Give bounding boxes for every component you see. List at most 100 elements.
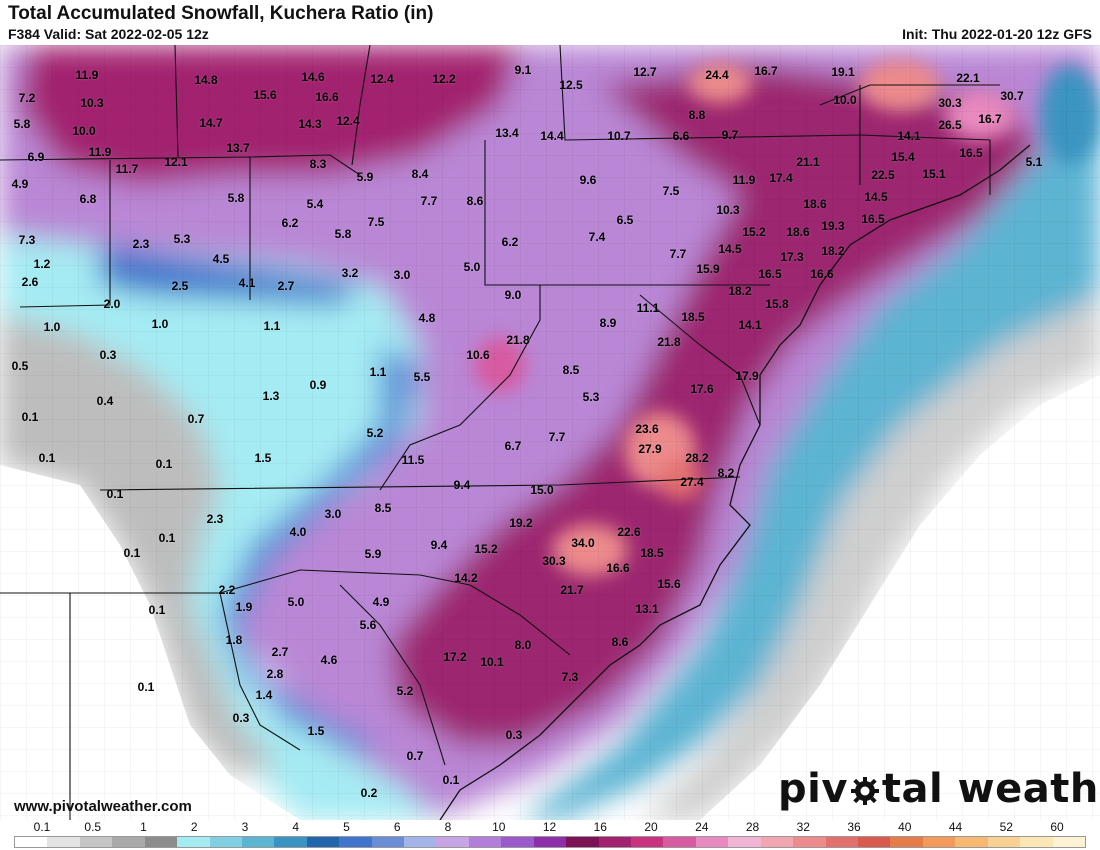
snowfall-value-label: 5.8 [13, 117, 31, 131]
snowfall-value-label: 0.3 [232, 711, 250, 725]
snowfall-value-label: 2.8 [266, 667, 284, 681]
state-borders [0, 45, 1000, 820]
snowfall-value-label: 16.6 [810, 267, 834, 281]
legend-swatch [371, 837, 405, 847]
snowfall-value-label: 8.5 [374, 501, 392, 515]
snowfall-value-label: 22.5 [871, 168, 895, 182]
snowfall-value-label: 7.3 [561, 670, 579, 684]
snowfall-value-label: 0.7 [406, 749, 424, 763]
snowfall-value-label: 8.6 [466, 194, 484, 208]
snowfall-value-label: 15.8 [765, 297, 789, 311]
snowfall-value-label: 10.3 [716, 203, 740, 217]
snowfall-value-label: 9.6 [579, 173, 597, 187]
snowfall-value-label: 7.5 [662, 184, 680, 198]
legend-swatch [566, 837, 599, 847]
legend-tick-label: 5 [343, 820, 350, 834]
brand-prefix: piv [778, 766, 848, 812]
legend-swatch [15, 837, 48, 847]
snowfall-value-label: 18.6 [803, 197, 827, 211]
legend-color-bar [14, 836, 1086, 848]
snowfall-value-label: 15.4 [891, 150, 915, 164]
legend-swatch [241, 837, 275, 847]
snowfall-value-label: 0.1 [21, 410, 39, 424]
legend-swatch [501, 837, 534, 847]
snowfall-value-label: 11.9 [732, 173, 756, 187]
snowfall-value-label: 4.9 [372, 595, 390, 609]
snowfall-value-label: 12.5 [559, 78, 583, 92]
legend-swatch [663, 837, 696, 847]
legend-tick-label: 60 [1050, 820, 1064, 834]
legend-tick-label: 4 [292, 820, 300, 834]
snowfall-value-label: 0.1 [158, 531, 176, 545]
snowfall-value-label: 14.5 [864, 190, 888, 204]
snowfall-value-label: 7.7 [669, 247, 687, 261]
coastline [439, 144, 1031, 820]
snowfall-value-label: 11.1 [636, 301, 660, 315]
county-grid [0, 45, 1100, 820]
snowfall-value-label: 0.4 [96, 394, 114, 408]
snowfall-value-label: 5.8 [227, 191, 245, 205]
legend-tick-label: 44 [948, 820, 963, 834]
map-title: Total Accumulated Snowfall, Kuchera Rati… [8, 3, 434, 24]
snowfall-map[interactable]: 11.9 14.8 14.6 12.4 12.2 9.1 12.7 24.4 16.7 19.1 2… [0, 45, 1100, 820]
legend-tick-label: 16 [593, 820, 607, 834]
snowfall-value-label: 14.4 [540, 129, 564, 143]
snowfall-value-label: 17.9 [735, 369, 759, 383]
legend-swatch [177, 837, 210, 847]
snowfall-value-label: 21.8 [506, 333, 530, 347]
snowfall-value-label: 22.1 [956, 71, 980, 85]
snowfall-value-label: 10.7 [607, 129, 631, 143]
snowfall-value-label: 5.5 [413, 370, 431, 384]
snowfall-value-label: 7.4 [588, 230, 606, 244]
snowfall-value-label: 11.7 [115, 162, 139, 176]
legend-swatch [144, 837, 178, 847]
snowfall-value-label: 28.2 [685, 451, 709, 465]
snowfall-value-label: 15.1 [922, 167, 946, 181]
legend-tick-label: 10 [492, 820, 506, 834]
snowfall-value-label: 7.7 [420, 194, 438, 208]
snowfall-value-label: 1.0 [43, 320, 61, 334]
snowfall-value-label: 1.9 [235, 600, 253, 614]
snowfall-value-label: 13.7 [226, 141, 250, 155]
legend-swatch [760, 837, 794, 847]
website-url[interactable]: www.pivotalweather.com [14, 798, 192, 815]
snowfall-value-label: 8.5 [562, 363, 580, 377]
snowfall-value-label: 19.2 [509, 516, 533, 530]
snowfall-value-label: 1.0 [151, 317, 169, 331]
snowfall-value-label: 2.5 [171, 279, 189, 293]
snowfall-value-label: 8.4 [411, 167, 429, 181]
snowfall-value-label: 27.4 [680, 475, 704, 489]
snowfall-value-label: 7.5 [367, 215, 385, 229]
snowfall-value-label: 9.0 [504, 288, 522, 302]
snowfall-value-label: 0.5 [11, 359, 29, 373]
snowfall-value-label: 16.5 [758, 267, 782, 281]
snowfall-value-label: 9.7 [721, 128, 739, 142]
snowfall-value-label: 6.2 [501, 235, 519, 249]
snowfall-value-label: 1.8 [225, 633, 243, 647]
snowfall-value-label: 4.9 [11, 177, 29, 191]
snowfall-value-label: 16.6 [606, 561, 630, 575]
snowfall-value-label: 24.4 [705, 68, 729, 82]
snowfall-value-label: 17.6 [690, 382, 714, 396]
snowfall-value-label: 15.2 [474, 542, 498, 556]
header: Total Accumulated Snowfall, Kuchera Rati… [0, 0, 1100, 45]
snowfall-value-label: 17.3 [780, 250, 804, 264]
snowfall-value-label: 11.9 [75, 68, 99, 82]
snowfall-value-label: 7.7 [548, 430, 566, 444]
snowfall-value-label: 30.3 [542, 554, 566, 568]
legend-swatch [79, 837, 113, 847]
brand-logo: piv tal weather [778, 766, 1100, 812]
snowfall-value-label: 4.6 [320, 653, 338, 667]
snowfall-value-label: 21.8 [657, 335, 681, 349]
snowfall-value-label: 7.3 [18, 233, 36, 247]
snowfall-value-label: 6.9 [27, 150, 45, 164]
snowfall-value-label: 0.9 [309, 378, 327, 392]
snowfall-value-label: 19.1 [831, 65, 855, 79]
snowfall-value-label: 23.6 [635, 422, 659, 436]
legend-tick-label: 20 [644, 820, 658, 834]
legend-tick-label: 52 [999, 820, 1013, 834]
snowfall-value-label: 14.6 [301, 70, 325, 84]
gear-icon [848, 772, 882, 806]
snowfall-value-label: 14.2 [454, 571, 478, 585]
snowfall-value-label: 7.2 [18, 91, 36, 105]
